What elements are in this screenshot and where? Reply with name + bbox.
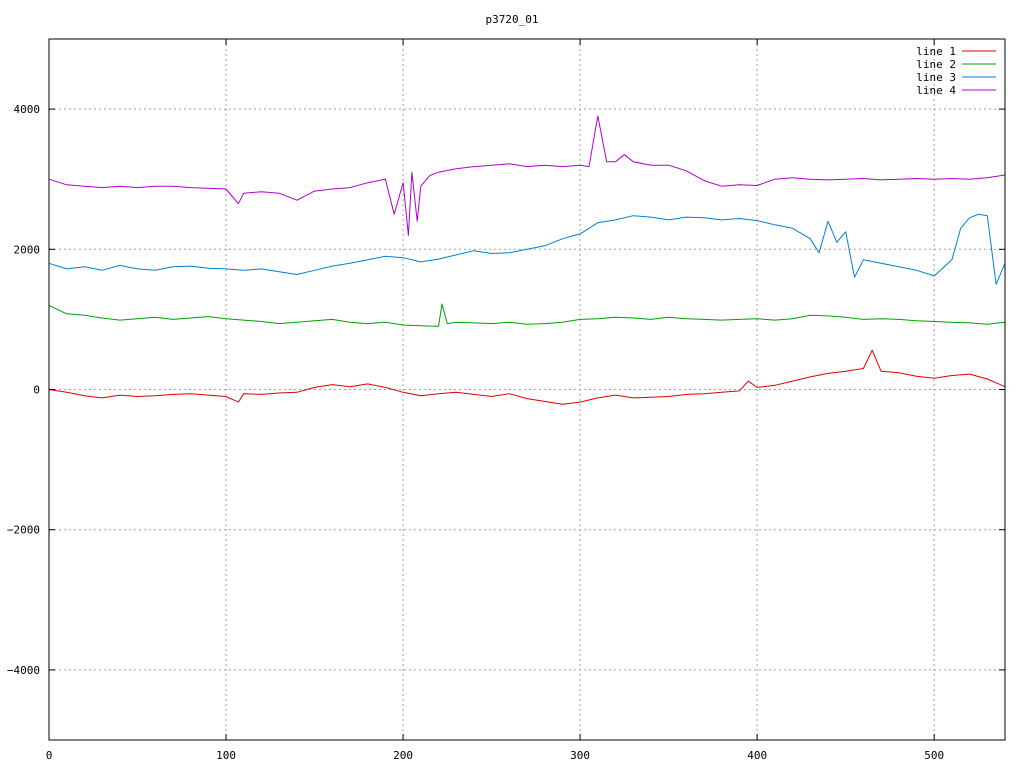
x-tick-label: 300 xyxy=(570,749,590,762)
series-line-1 xyxy=(48,349,1006,405)
x-tick-label: 400 xyxy=(747,749,767,762)
grid xyxy=(49,39,1005,740)
legend-label: line 2 xyxy=(916,58,956,71)
legend-label: line 1 xyxy=(916,45,956,58)
plot-frame xyxy=(48,38,1006,741)
axis-ticks: 0 100 200 300 400 500 −4000 −2000 0 2000 4000 xyxy=(7,39,1005,762)
legend-label: line 4 xyxy=(916,84,956,97)
x-tick-label: 100 xyxy=(216,749,236,762)
series-line-4 xyxy=(48,115,1006,236)
y-tick-label: 0 xyxy=(33,384,40,397)
y-tick-label: −2000 xyxy=(7,524,40,537)
y-tick-label: 4000 xyxy=(14,103,41,116)
legend-label: line 3 xyxy=(916,71,956,84)
x-tick-label: 200 xyxy=(393,749,413,762)
series-group xyxy=(48,115,1006,405)
chart-title: p3720_01 xyxy=(486,13,539,26)
x-tick-label: 0 xyxy=(46,749,53,762)
y-tick-label: −4000 xyxy=(7,664,40,677)
y-tick-label: 2000 xyxy=(14,243,41,256)
x-tick-label: 500 xyxy=(924,749,944,762)
series-line-2 xyxy=(48,303,1006,327)
series-line-3 xyxy=(48,213,1006,285)
